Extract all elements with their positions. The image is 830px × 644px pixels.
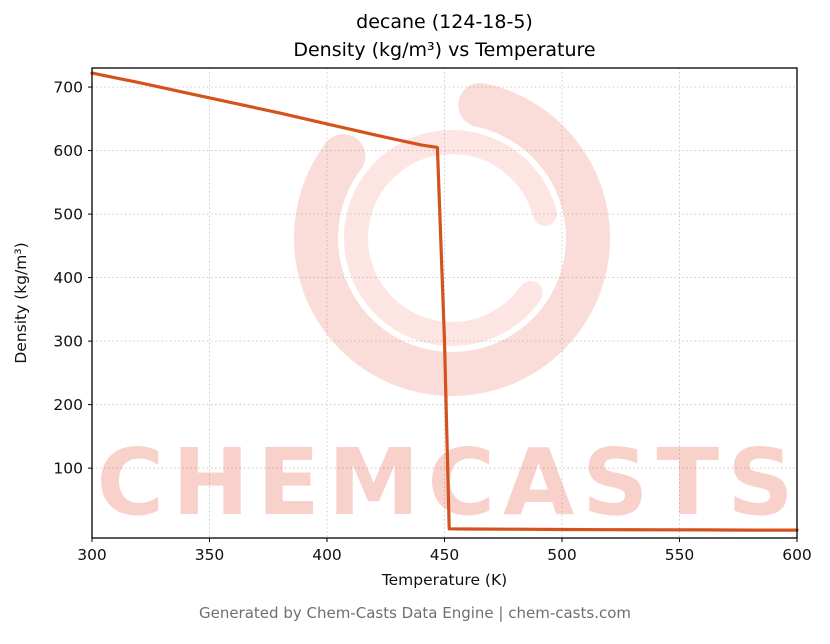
x-tick-label: 400: [312, 546, 342, 564]
y-tick-label: 500: [53, 206, 83, 224]
footer-credit: Generated by Chem-Casts Data Engine | ch…: [198, 604, 632, 622]
y-tick-label: 400: [53, 269, 83, 287]
watermark-logo-ring-inner: [344, 130, 560, 346]
y-tick-label: 700: [53, 79, 83, 97]
y-tick-label: 300: [53, 333, 83, 351]
watermark-logo-ring: [294, 80, 610, 396]
x-tick-label: 450: [430, 546, 460, 564]
y-tick-label: 100: [53, 460, 83, 478]
x-tick-label: 350: [195, 546, 225, 564]
x-tick-label: 550: [665, 546, 695, 564]
y-axis-label: Density (kg/m³): [12, 242, 30, 363]
density-line: [90, 71, 799, 532]
x-tick-label: 300: [77, 546, 107, 564]
chart-title-line2: Density (kg/m³) vs Temperature: [293, 39, 596, 62]
watermark-text: CHEMCASTS: [97, 429, 802, 536]
chart-title: decane (124-18-5) Density (kg/m³) vs Tem…: [92, 8, 797, 64]
y-tick-label: 200: [53, 396, 83, 414]
y-tick-label: 600: [53, 142, 83, 160]
chart-title-line1: decane (124-18-5): [356, 11, 533, 33]
x-axis-label: Temperature (K): [381, 571, 507, 589]
x-tick-label: 600: [782, 546, 812, 564]
x-tick-label: 500: [547, 546, 577, 564]
